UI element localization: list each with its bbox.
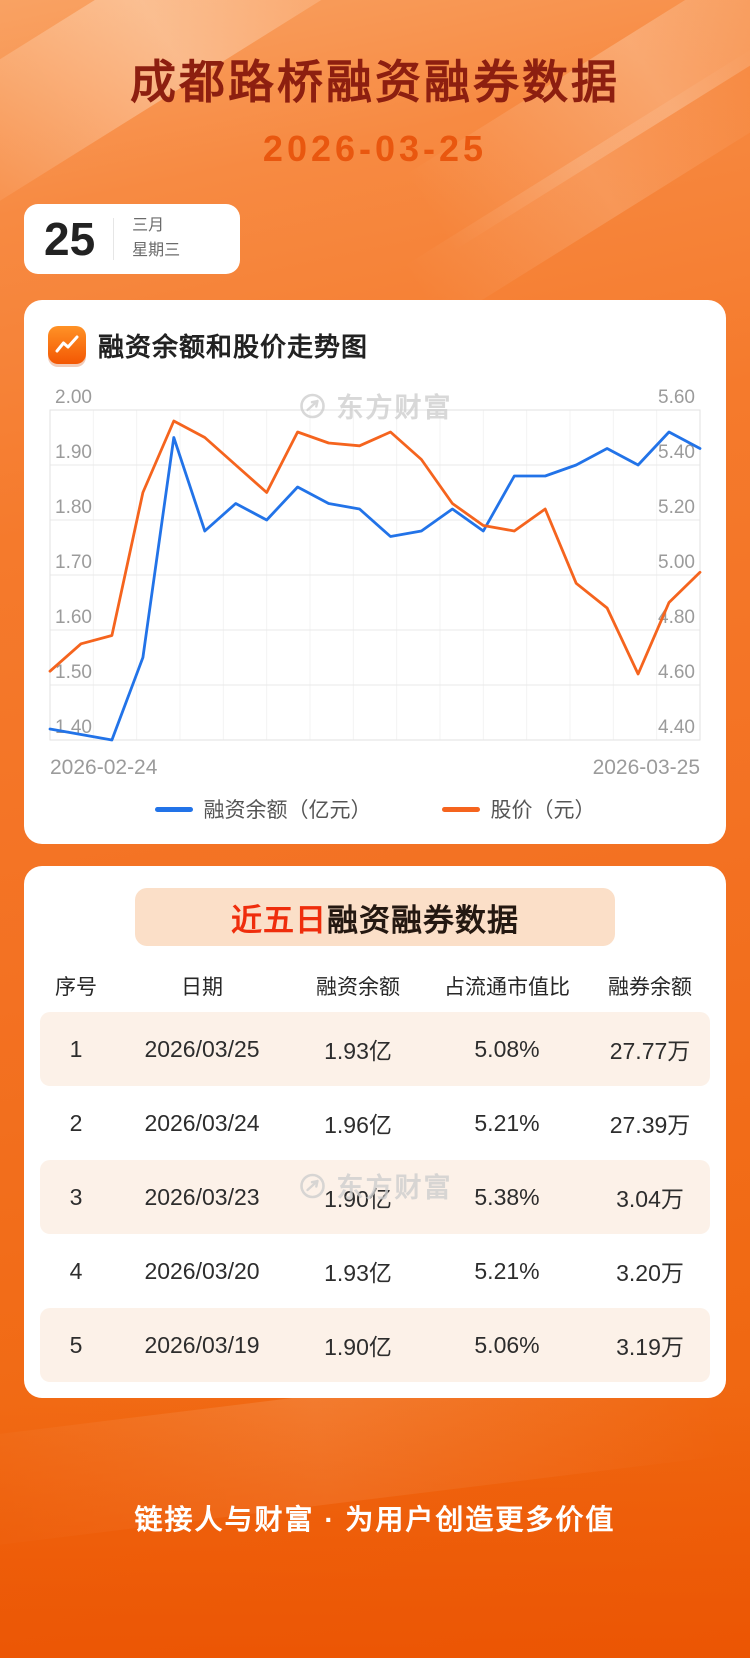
chart-title: 融资余额和股价走势图 [98, 331, 369, 362]
page-title: 成都路桥融资融券数据 [130, 56, 620, 108]
right-axis-tick: 4.40 [658, 717, 695, 738]
cell-date: 2026/03/20 [144, 1257, 260, 1284]
x-axis-start-label: 2026-02-24 [50, 756, 158, 779]
calendar-card: 25 三月 星期三 [24, 204, 240, 274]
col-header-index: 序号 [55, 976, 97, 999]
left-axis-tick: 1.70 [55, 552, 92, 573]
cell-date: 2026/03/19 [144, 1331, 260, 1358]
cell-marketcap-ratio: 5.21% [474, 1257, 540, 1284]
table-title-banner: 近五日 融资融券数据 [135, 888, 615, 946]
table-row: 1 2026/03/25 1.93亿 5.08% 27.77万 [40, 1012, 710, 1086]
calendar-month: 三月 [132, 217, 165, 235]
calendar-month-weekday: 三月 星期三 [132, 214, 180, 264]
left-axis-tick: 1.50 [55, 662, 92, 683]
cell-date: 2026/03/23 [144, 1183, 260, 1210]
legend-label: 融资余额（亿元） [203, 799, 372, 822]
table-row: 5 2026/03/19 1.90亿 5.06% 3.19万 [40, 1308, 710, 1382]
table-title-rest: 融资融券数据 [327, 902, 519, 938]
right-axis-tick: 4.80 [658, 607, 695, 628]
table-title-highlight: 近五日 [231, 902, 327, 938]
left-axis-tick: 1.90 [55, 442, 92, 463]
right-axis-tick: 5.60 [658, 387, 695, 408]
cell-marketcap-ratio: 5.06% [474, 1331, 540, 1358]
chart-card-header: 融资余额和股价走势图 [48, 326, 702, 364]
col-header-marketcap-ratio: 占流通市值比 [444, 976, 570, 999]
page-date: 2026-03-25 [262, 128, 488, 169]
cell-index: 1 [69, 1035, 83, 1062]
legend-item-stock-price: 股价（元） [441, 794, 596, 824]
cell-short-balance: 3.20万 [616, 1260, 684, 1286]
cell-index: 2 [69, 1109, 83, 1136]
footer-slogan: 链接人与财富 · 为用户创造更多价值 [134, 1504, 616, 1535]
legend-swatch-blue [154, 806, 193, 812]
right-axis-tick: 4.60 [658, 662, 695, 683]
line-chart: 2.00 5.60 1.90 5.40 1.80 5.20 1.70 5.00 1.60 4.80… [48, 387, 702, 779]
cell-short-balance: 3.04万 [616, 1186, 684, 1212]
legend-label: 股价（元） [490, 799, 596, 822]
left-axis-tick: 2.00 [55, 387, 92, 408]
cell-marketcap-ratio: 5.38% [474, 1183, 540, 1210]
legend-swatch-orange [441, 806, 480, 812]
left-axis-tick: 1.60 [55, 607, 92, 628]
cell-margin-balance: 1.96亿 [324, 1112, 392, 1138]
cell-margin-balance: 1.93亿 [324, 1260, 392, 1286]
cell-margin-balance: 1.93亿 [324, 1038, 392, 1064]
cell-index: 4 [69, 1257, 83, 1284]
series-line-1 [48, 419, 702, 676]
left-axis-tick: 1.80 [55, 497, 92, 518]
cell-marketcap-ratio: 5.08% [474, 1035, 540, 1062]
cell-date: 2026/03/24 [144, 1109, 260, 1136]
x-axis-end-label: 2026-03-25 [593, 756, 700, 779]
table-row: 3 2026/03/23 1.90亿 5.38% 3.04万 [40, 1160, 710, 1234]
cell-margin-balance: 1.90亿 [324, 1186, 392, 1212]
plot-border [49, 409, 701, 741]
table-card: 近五日 融资融券数据 东方财富 序号 日期 融资余额 占流通市值比 融券余额 1… [24, 866, 726, 1398]
series-line-0 [48, 430, 702, 742]
cell-date: 2026/03/25 [144, 1035, 260, 1062]
col-header-short-balance: 融券余额 [608, 976, 692, 999]
cell-short-balance: 27.77万 [609, 1038, 691, 1064]
cell-margin-balance: 1.90亿 [324, 1334, 392, 1360]
col-header-date: 日期 [181, 976, 223, 999]
calendar-day: 25 [44, 213, 96, 265]
table-row: 4 2026/03/20 1.93亿 5.21% 3.20万 [40, 1234, 710, 1308]
right-axis-tick: 5.20 [658, 497, 695, 518]
cell-short-balance: 3.19万 [616, 1334, 684, 1360]
table-row: 2 2026/03/24 1.96亿 5.21% 27.39万 [40, 1086, 710, 1160]
legend-item-margin-balance: 融资余额（亿元） [154, 794, 372, 824]
cell-marketcap-ratio: 5.21% [474, 1109, 540, 1136]
right-axis-tick: 5.00 [658, 552, 695, 573]
cell-index: 3 [69, 1183, 83, 1210]
trend-chart-icon [48, 326, 86, 364]
col-header-margin-balance: 融资余额 [316, 976, 400, 999]
table-header-row: 序号 日期 融资余额 占流通市值比 融券余额 [40, 960, 710, 1012]
right-axis-tick: 5.40 [658, 442, 695, 463]
chart-legend: 融资余额（亿元） 股价（元） [48, 794, 702, 824]
divider [113, 218, 115, 260]
calendar-weekday: 星期三 [132, 242, 181, 259]
cell-short-balance: 27.39万 [609, 1112, 691, 1138]
cell-index: 5 [69, 1331, 83, 1358]
chart-card: 融资余额和股价走势图 东方财富 2.00 5.60 1.90 5.40 1.80 5.20… [24, 300, 726, 844]
